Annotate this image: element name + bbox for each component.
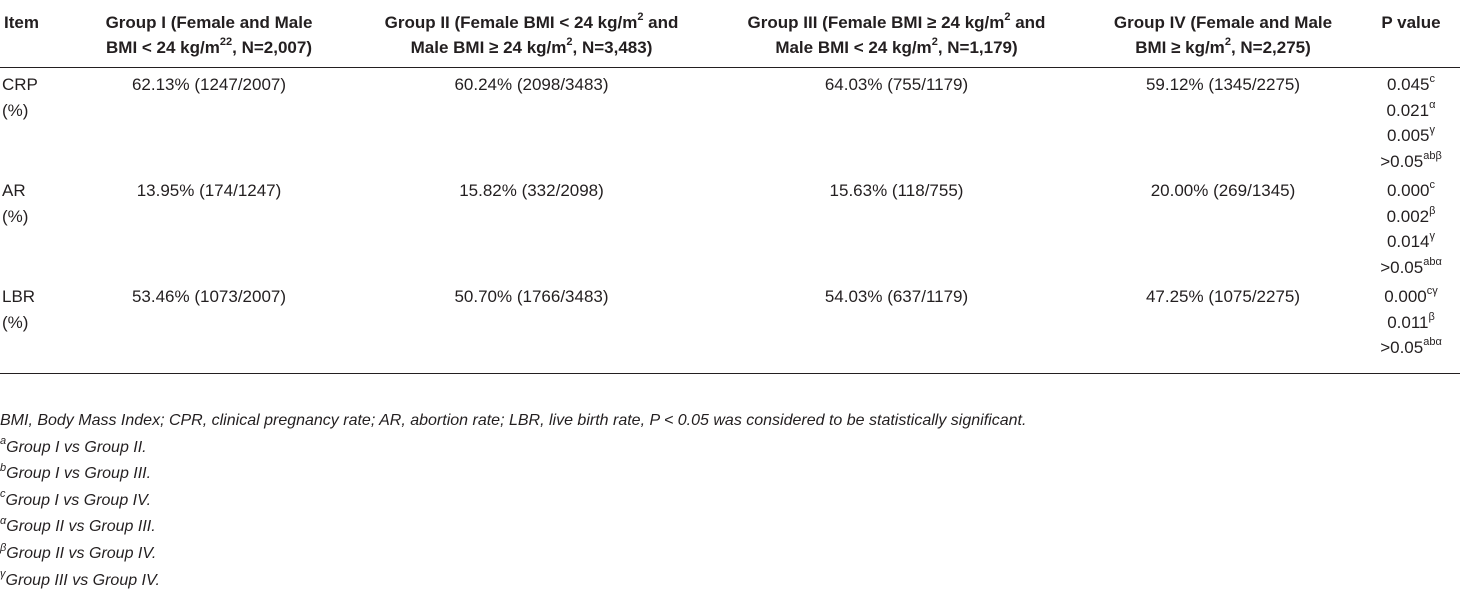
abbreviations-note: BMI, Body Mass Index; CPR, clinical preg… <box>0 412 1027 429</box>
results-table-container: Item Group I (Female and Male BMI < 24 k… <box>0 0 1460 374</box>
footnote: βGroup II vs Group IV. <box>0 541 157 562</box>
cell-p-value: 0.000c 0.002β 0.014γ >0.05abα <box>1380 179 1442 277</box>
cell-group-3: 64.03% (755/1179) <box>824 75 969 94</box>
cell-group-1: 13.95% (174/1247) <box>136 181 282 200</box>
row-item-label: LBR (%) <box>0 280 64 374</box>
row-item-label: AR (%) <box>2 181 29 226</box>
row-item-label: CRP (%) <box>2 75 38 120</box>
header-p-value: P value <box>1362 0 1460 68</box>
cell-group-2: 50.70% (1766/3483) <box>354 280 709 374</box>
footnote: bGroup I vs Group III. <box>0 461 152 483</box>
footnote: aGroup I vs Group II. <box>0 435 147 456</box>
table-row: AR (%) 13.95% (174/1247) 15.82% (332/2098… <box>0 174 1460 280</box>
footnote: γGroup III vs Group IV. <box>0 568 160 589</box>
table-footnotes: BMI, Body Mass Index; CPR, clinical preg… <box>0 408 1460 594</box>
footnote: cGroup I vs Group IV. <box>0 488 152 509</box>
header-group-2: Group II (Female BMI < 24 kg/m2 and Male… <box>354 0 709 68</box>
cell-group-4: 47.25% (1075/2275) <box>1084 280 1362 374</box>
cell-group-3: 15.63% (118/755) <box>829 181 964 200</box>
cell-p-value: 0.045c 0.021α 0.005γ >0.05abβ <box>1380 73 1442 171</box>
results-table: Item Group I (Female and Male BMI < 24 k… <box>0 0 1460 374</box>
cell-group-4: 20.00% (269/1345) <box>1150 181 1296 200</box>
table-row: LBR (%) 53.46% (1073/2007) 50.70% (1766/3… <box>0 280 1460 374</box>
header-row: Item Group I (Female and Male BMI < 24 k… <box>0 0 1460 68</box>
cell-group-1: 62.13% (1247/2007) <box>131 75 287 94</box>
header-group-1: Group I (Female and Male BMI < 24 kg/m22… <box>64 0 354 68</box>
cell-group-1: 53.46% (1073/2007) <box>64 280 354 374</box>
table-row: CRP (%) 62.13% (1247/2007) 60.24% (2098/3… <box>0 68 1460 175</box>
header-group-4: Group IV (Female and Male BMI ≥ kg/m2, N… <box>1084 0 1362 68</box>
cell-group-4: 59.12% (1345/2275) <box>1145 75 1301 94</box>
header-group-3: Group III (Female BMI ≥ 24 kg/m2 and Mal… <box>709 0 1084 68</box>
cell-p-value: 0.000cγ 0.011β >0.05abα <box>1362 280 1460 374</box>
header-item: Item <box>0 0 64 68</box>
cell-group-2: 15.82% (332/2098) <box>459 181 604 200</box>
footnote: αGroup II vs Group III. <box>0 515 156 536</box>
cell-group-3: 54.03% (637/1179) <box>709 280 1084 374</box>
cell-group-2: 60.24% (2098/3483) <box>454 75 609 94</box>
